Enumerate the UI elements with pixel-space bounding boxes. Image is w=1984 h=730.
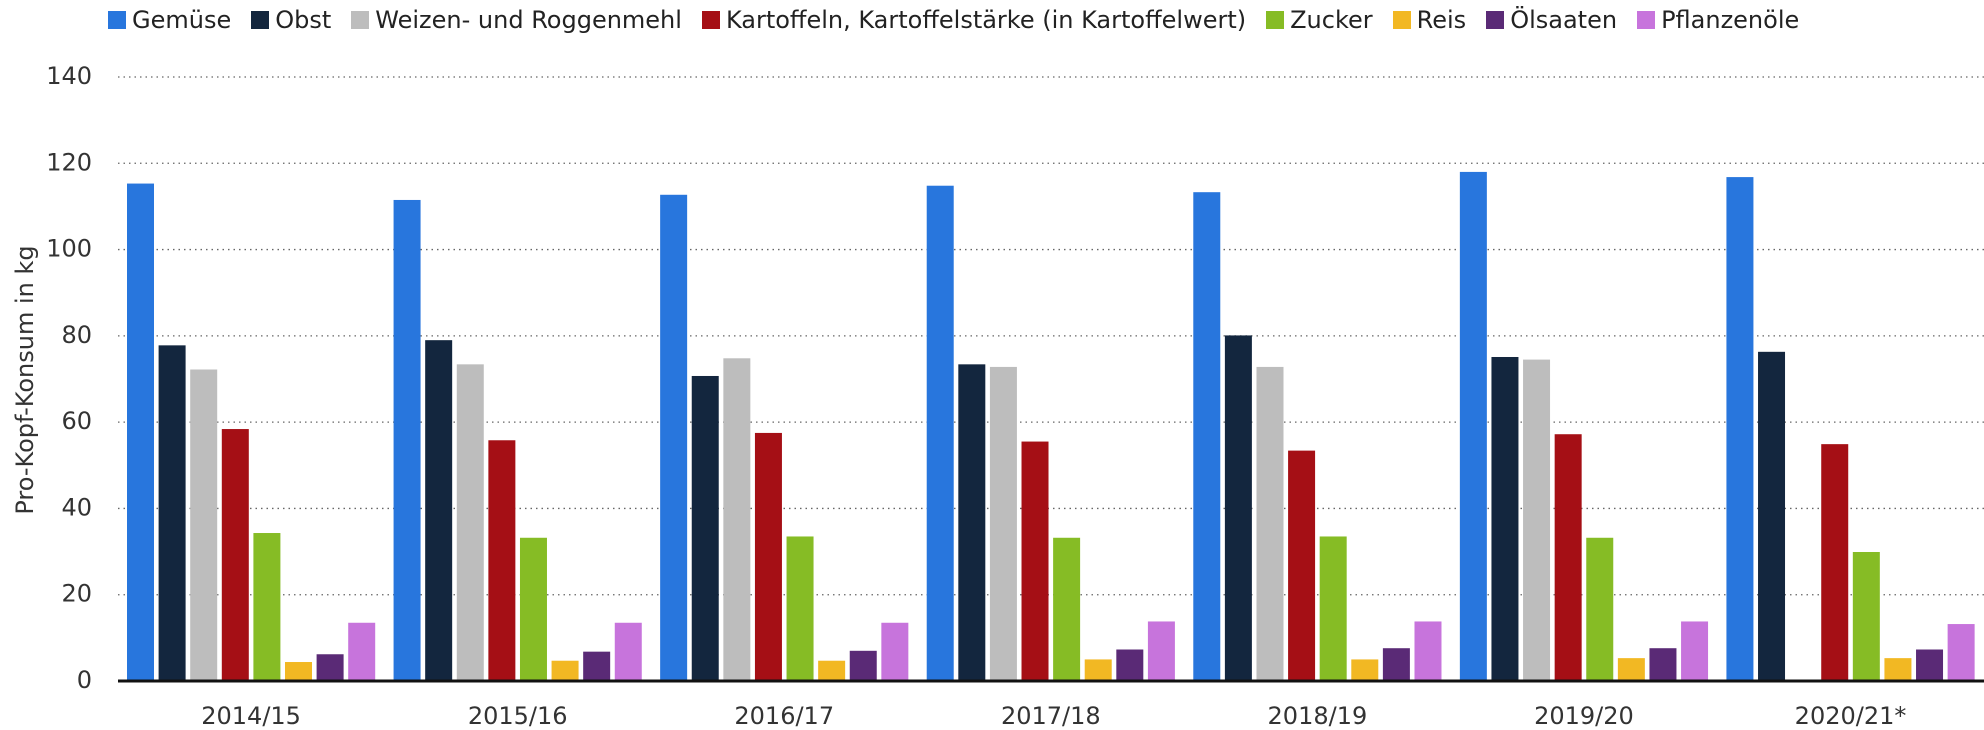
bar <box>1147 621 1175 681</box>
x-tick-label: 2019/20 <box>1534 702 1634 730</box>
bar <box>348 622 376 681</box>
bar <box>1916 649 1944 681</box>
bar <box>1586 537 1614 681</box>
bar <box>1053 537 1081 681</box>
bar <box>253 533 281 681</box>
bar <box>1382 648 1410 681</box>
y-axis-label: Pro-Kopf-Konsum in kg <box>11 245 39 514</box>
legend-label: Zucker <box>1290 6 1373 34</box>
x-tick-label: 2018/19 <box>1268 702 1368 730</box>
bar <box>393 199 421 681</box>
legend-item: Zucker <box>1266 6 1373 34</box>
bar <box>1414 621 1442 681</box>
legend-label: Weizen- und Roggenmehl <box>375 6 682 34</box>
bar <box>221 429 249 681</box>
bar <box>989 366 1017 681</box>
bar <box>1554 434 1582 681</box>
bar <box>488 440 516 681</box>
legend-item: Ölsaaten <box>1486 6 1617 34</box>
legend-item: Obst <box>251 6 331 34</box>
bar <box>1523 359 1551 681</box>
bar <box>1884 658 1912 681</box>
y-tick-label: 140 <box>46 62 92 90</box>
bar <box>1288 450 1316 681</box>
bar <box>1116 649 1144 681</box>
y-tick-label: 80 <box>61 321 92 349</box>
bar <box>1351 659 1379 681</box>
bar <box>1491 356 1519 681</box>
bar <box>1224 335 1252 681</box>
legend-swatch <box>1266 11 1285 29</box>
bar <box>1256 366 1284 681</box>
legend-item: Reis <box>1392 6 1467 34</box>
bar <box>849 650 877 681</box>
x-tick-label: 2014/15 <box>201 702 301 730</box>
bar <box>881 622 909 681</box>
bar <box>1681 621 1709 681</box>
x-tick-label: 2015/16 <box>468 702 568 730</box>
bar <box>519 537 547 681</box>
legend-item: Weizen- und Roggenmehl <box>351 6 682 34</box>
y-tick-label: 40 <box>61 493 92 521</box>
legend-label: Ölsaaten <box>1510 6 1618 34</box>
bar <box>614 622 642 681</box>
bar <box>786 536 814 681</box>
bar <box>583 651 611 681</box>
legend: Gemüse Obst Weizen- und Roggenmehl Kartoffe… <box>108 6 1799 34</box>
bar <box>1758 351 1786 681</box>
bar <box>691 375 719 681</box>
legend-swatch <box>251 11 270 29</box>
legend-label: Obst <box>275 6 332 34</box>
legend-label: Kartoffeln, Kartoffelstärke (in Kartoffe… <box>725 6 1247 34</box>
bar <box>1459 171 1487 681</box>
bar <box>190 369 218 681</box>
y-tick-label: 0 <box>77 666 92 694</box>
legend-item: Pflanzenöle <box>1637 6 1799 34</box>
bar <box>1649 648 1677 681</box>
bar <box>754 432 782 681</box>
y-tick-label: 20 <box>61 580 92 608</box>
bar <box>158 345 186 681</box>
y-tick-label: 120 <box>46 148 92 176</box>
legend-swatch <box>1392 11 1411 29</box>
legend-swatch <box>1486 11 1505 29</box>
legend-label: Reis <box>1416 6 1467 34</box>
bar <box>1193 192 1221 682</box>
y-tick-label: 60 <box>61 407 92 435</box>
bar <box>818 660 846 681</box>
bar <box>1319 536 1347 681</box>
bar <box>127 183 154 681</box>
bar <box>285 662 312 681</box>
legend-item: Kartoffeln, Kartoffelstärke (in Kartoffe… <box>701 6 1247 34</box>
legend-swatch <box>701 11 720 29</box>
bar <box>1084 659 1112 681</box>
bar <box>1617 658 1645 681</box>
bar <box>1726 177 1754 681</box>
legend-swatch <box>351 11 370 29</box>
bar <box>1852 552 1880 681</box>
bar <box>1021 441 1049 681</box>
x-tick-label: 2017/18 <box>1001 702 1101 730</box>
bar <box>723 358 751 681</box>
x-tick-label: 2020/21* <box>1795 702 1907 730</box>
bar <box>316 654 344 681</box>
bar <box>1947 624 1975 681</box>
legend-item: Gemüse <box>108 6 231 34</box>
legend-label: Gemüse <box>132 6 232 34</box>
x-tick-label: 2016/17 <box>734 702 834 730</box>
bar <box>1821 444 1849 681</box>
legend-swatch <box>108 11 126 29</box>
legend-swatch <box>1637 11 1656 29</box>
bar <box>551 660 579 681</box>
bar <box>660 194 688 681</box>
legend-label: Pflanzenöle <box>1661 6 1800 34</box>
bar <box>456 364 484 681</box>
bar <box>958 364 986 681</box>
bar <box>926 185 954 681</box>
y-tick-label: 100 <box>46 235 92 263</box>
bar <box>425 340 453 681</box>
